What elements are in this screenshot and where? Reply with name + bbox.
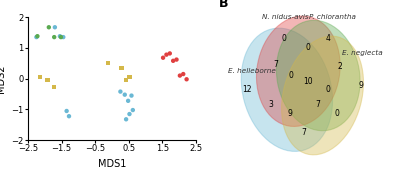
Text: 2: 2 bbox=[337, 62, 342, 71]
Ellipse shape bbox=[256, 16, 340, 126]
Point bbox=[46, 26, 52, 29]
Point bbox=[173, 58, 180, 61]
Text: 0: 0 bbox=[289, 71, 294, 80]
Text: 9: 9 bbox=[358, 81, 364, 90]
X-axis label: MDS1: MDS1 bbox=[98, 159, 126, 169]
Point bbox=[66, 115, 72, 118]
Point bbox=[126, 113, 133, 115]
Point bbox=[170, 60, 176, 62]
Point bbox=[180, 73, 186, 75]
Point bbox=[123, 118, 129, 121]
Point bbox=[183, 78, 190, 81]
Ellipse shape bbox=[241, 28, 332, 151]
Y-axis label: MDS2: MDS2 bbox=[0, 64, 6, 93]
Point bbox=[125, 100, 131, 102]
Text: 12: 12 bbox=[242, 85, 252, 94]
Point bbox=[163, 53, 170, 56]
Point bbox=[118, 67, 125, 69]
Point bbox=[44, 79, 51, 82]
Text: E. helleborne: E. helleborne bbox=[228, 68, 276, 74]
Text: 7: 7 bbox=[302, 128, 306, 137]
Point bbox=[130, 109, 136, 111]
Point bbox=[36, 76, 43, 78]
Text: 0: 0 bbox=[334, 109, 339, 119]
Point bbox=[51, 36, 58, 38]
Point bbox=[105, 62, 111, 65]
Text: N. nidus-avis: N. nidus-avis bbox=[262, 14, 309, 20]
Text: 0: 0 bbox=[282, 34, 286, 43]
Point bbox=[166, 52, 173, 55]
Text: 10: 10 bbox=[304, 77, 313, 86]
Text: 0: 0 bbox=[326, 85, 331, 94]
Point bbox=[160, 56, 166, 59]
Point bbox=[60, 36, 66, 38]
Point bbox=[51, 86, 58, 89]
Text: 0: 0 bbox=[306, 43, 311, 51]
Text: 9: 9 bbox=[287, 109, 292, 119]
Point bbox=[177, 74, 183, 77]
Point bbox=[117, 90, 124, 93]
Point bbox=[58, 36, 64, 38]
Point bbox=[128, 94, 135, 97]
Point bbox=[52, 26, 58, 29]
Ellipse shape bbox=[276, 20, 360, 131]
Point bbox=[122, 93, 128, 96]
Text: 7: 7 bbox=[316, 100, 321, 109]
Point bbox=[34, 35, 41, 38]
Point bbox=[126, 76, 133, 78]
Point bbox=[57, 35, 63, 38]
Point bbox=[64, 110, 70, 112]
Text: B: B bbox=[218, 0, 228, 10]
Text: 4: 4 bbox=[326, 34, 331, 43]
Point bbox=[33, 36, 40, 38]
Text: 7: 7 bbox=[273, 60, 278, 69]
Text: P. chlorantha: P. chlorantha bbox=[309, 14, 356, 20]
Text: 3: 3 bbox=[269, 100, 274, 109]
Ellipse shape bbox=[282, 36, 364, 155]
Point bbox=[123, 79, 129, 82]
Text: E. neglecta: E. neglecta bbox=[342, 50, 382, 56]
